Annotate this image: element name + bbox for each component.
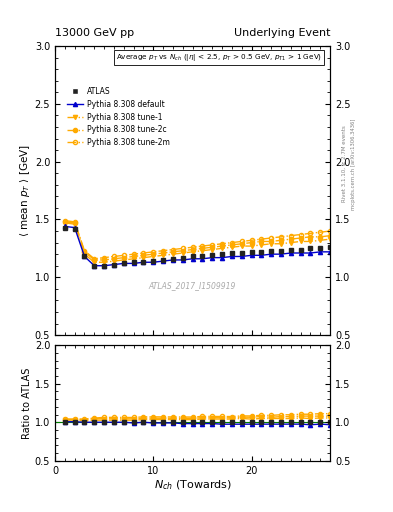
Text: Underlying Event: Underlying Event <box>233 28 330 38</box>
Y-axis label: $\langle$ mean $p_T$ $\rangle$ [GeV]: $\langle$ mean $p_T$ $\rangle$ [GeV] <box>18 144 32 237</box>
Text: mcplots.cern.ch [arXiv:1306.3436]: mcplots.cern.ch [arXiv:1306.3436] <box>351 118 356 209</box>
Legend: ATLAS, Pythia 8.308 default, Pythia 8.308 tune-1, Pythia 8.308 tune-2c, Pythia 8: ATLAS, Pythia 8.308 default, Pythia 8.30… <box>64 84 173 150</box>
Text: ATLAS_2017_I1509919: ATLAS_2017_I1509919 <box>149 282 236 290</box>
Text: Rivet 3.1.10, ≥ 2.7M events: Rivet 3.1.10, ≥ 2.7M events <box>342 125 347 202</box>
X-axis label: $N_{ch}$ (Towards): $N_{ch}$ (Towards) <box>154 478 231 492</box>
Text: 13000 GeV pp: 13000 GeV pp <box>55 28 134 38</box>
Y-axis label: Ratio to ATLAS: Ratio to ATLAS <box>22 367 32 439</box>
Text: Average $p_T$ vs $N_{ch}$ ($|\eta|$ < 2.5, $p_T$ > 0.5 GeV, $p_{T1}$ > 1 GeV): Average $p_T$ vs $N_{ch}$ ($|\eta|$ < 2.… <box>116 52 322 63</box>
